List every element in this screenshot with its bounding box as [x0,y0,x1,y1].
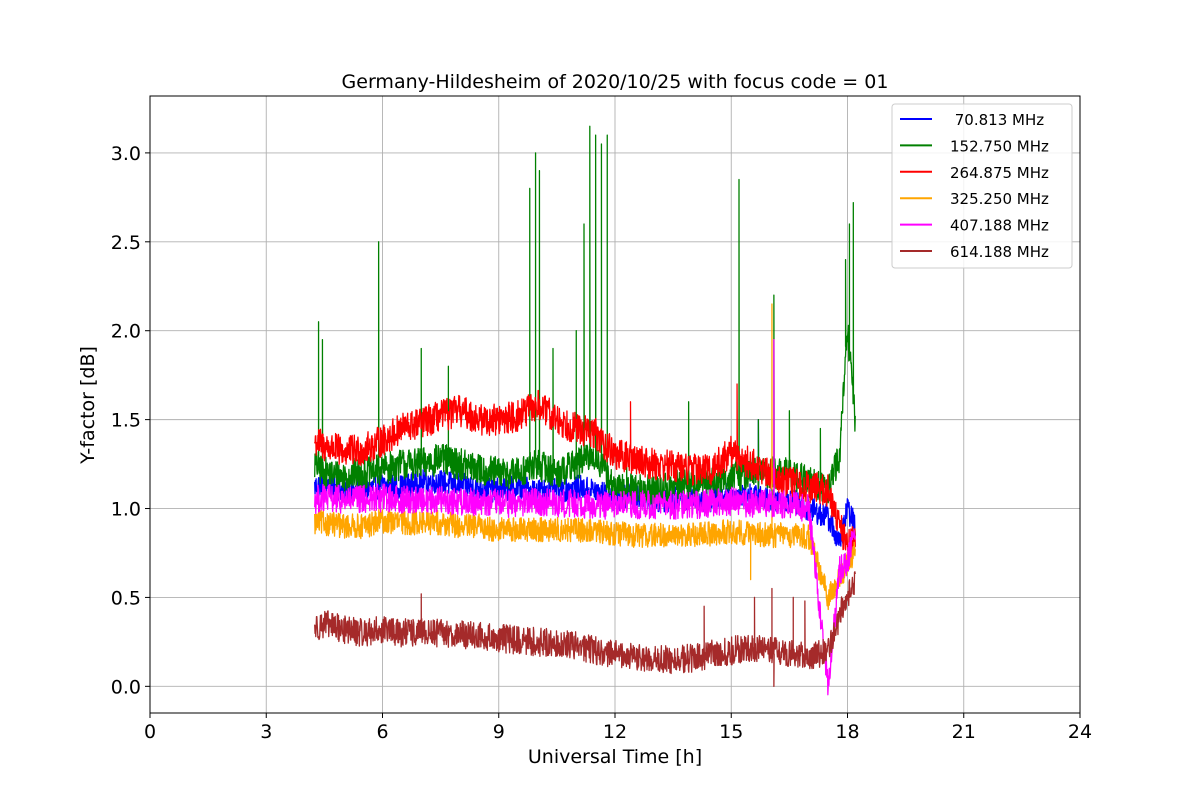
x-tick-label: 6 [376,721,388,743]
y-tick-label: 0.0 [111,676,141,698]
legend-label: 152.750 MHz [950,137,1049,155]
x-tick-label: 15 [719,721,743,743]
legend-label: 70.813 MHz [950,111,1044,129]
series-line [314,338,856,696]
x-tick-label: 3 [260,721,272,743]
x-tick-label: 24 [1068,721,1092,743]
x-tick-label: 0 [144,721,156,743]
series-line [314,571,856,687]
y-axis-label: Y-factor [dB] [77,346,99,465]
x-axis-label: Universal Time [h] [528,746,702,768]
legend-label: 325.250 MHz [950,190,1049,208]
series-line [314,383,856,557]
y-tick-label: 3.0 [111,143,141,165]
legend-box [891,103,1073,269]
x-tick-label: 9 [493,721,505,743]
y-tick-label: 1.5 [111,410,141,432]
legend-label: 407.188 MHz [950,217,1049,235]
legend-label: 614.188 MHz [950,243,1049,261]
y-tick-label: 1.0 [111,499,141,521]
x-tick-label: 18 [835,721,859,743]
x-tick-label: 21 [952,721,976,743]
legend-label: 264.875 MHz [950,164,1049,182]
x-tick-label: 12 [603,721,627,743]
y-tick-label: 2.5 [111,232,141,254]
legend: 70.813 MHz 152.750 MHz 264.875 MHz 325.250 … [891,103,1073,269]
y-tick-label: 0.5 [111,587,141,609]
ticks: 0 3 6 9 12 15 18 21 24 0.0 0.5 1.0 1.5 2.0 2.5 3.0 [111,143,1092,743]
series-line [314,303,856,611]
series-group [314,125,856,696]
chart-title: Germany-Hildesheim of 2020/10/25 with fo… [342,71,889,93]
y-tick-label: 2.0 [111,321,141,343]
